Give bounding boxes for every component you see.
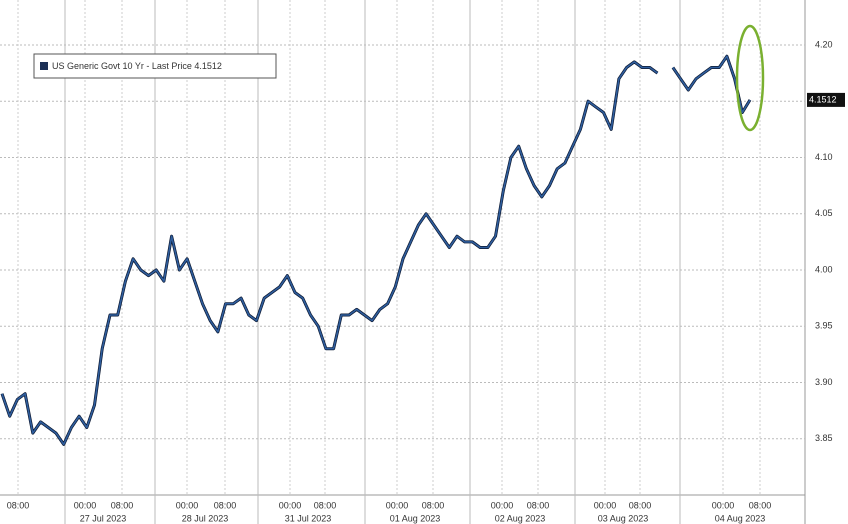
x-tick-label: 08:00 [7, 500, 30, 510]
x-tick-label: 08:00 [111, 500, 134, 510]
x-date-label: 02 Aug 2023 [495, 513, 546, 523]
x-tick-label: 00:00 [176, 500, 199, 510]
x-date-label: 28 Jul 2023 [182, 513, 229, 523]
grid [0, 0, 805, 524]
x-date-label: 01 Aug 2023 [390, 513, 441, 523]
x-tick-label: 00:00 [712, 500, 735, 510]
x-tick-label: 08:00 [214, 500, 237, 510]
legend-box [33, 53, 277, 79]
y-tick-label: 3.90 [815, 377, 833, 387]
last-price-label: 4.1512 [809, 94, 837, 104]
x-tick-label: 00:00 [594, 500, 617, 510]
y-tick-label: 3.95 [815, 321, 833, 331]
x-tick-label: 08:00 [749, 500, 772, 510]
x-date-label: 31 Jul 2023 [285, 513, 332, 523]
last-price-box [807, 92, 845, 107]
y-tick-label: 4.10 [815, 152, 833, 162]
x-tick-label: 00:00 [74, 500, 97, 510]
x-tick-label: 08:00 [527, 500, 550, 510]
x-date-label: 27 Jul 2023 [80, 513, 127, 523]
x-tick-label: 08:00 [422, 500, 445, 510]
legend-label: US Generic Govt 10 Yr - Last Price 4.151… [52, 61, 222, 71]
x-tick-label: 00:00 [386, 500, 409, 510]
x-tick-label: 00:00 [279, 500, 302, 510]
axis-labels: 3.853.903.954.004.054.104.154.2008:0000:… [7, 39, 845, 523]
x-date-label: 04 Aug 2023 [715, 513, 766, 523]
y-tick-label: 4.20 [815, 39, 833, 49]
x-tick-label: 08:00 [314, 500, 337, 510]
y-tick-label: 4.00 [815, 264, 833, 274]
x-tick-label: 08:00 [629, 500, 652, 510]
x-tick-label: 00:00 [491, 500, 514, 510]
legend-swatch [40, 62, 48, 70]
y-tick-label: 4.05 [815, 208, 833, 218]
x-date-label: 03 Aug 2023 [598, 513, 649, 523]
annotation-ellipse [735, 24, 765, 132]
y-tick-label: 3.85 [815, 433, 833, 443]
